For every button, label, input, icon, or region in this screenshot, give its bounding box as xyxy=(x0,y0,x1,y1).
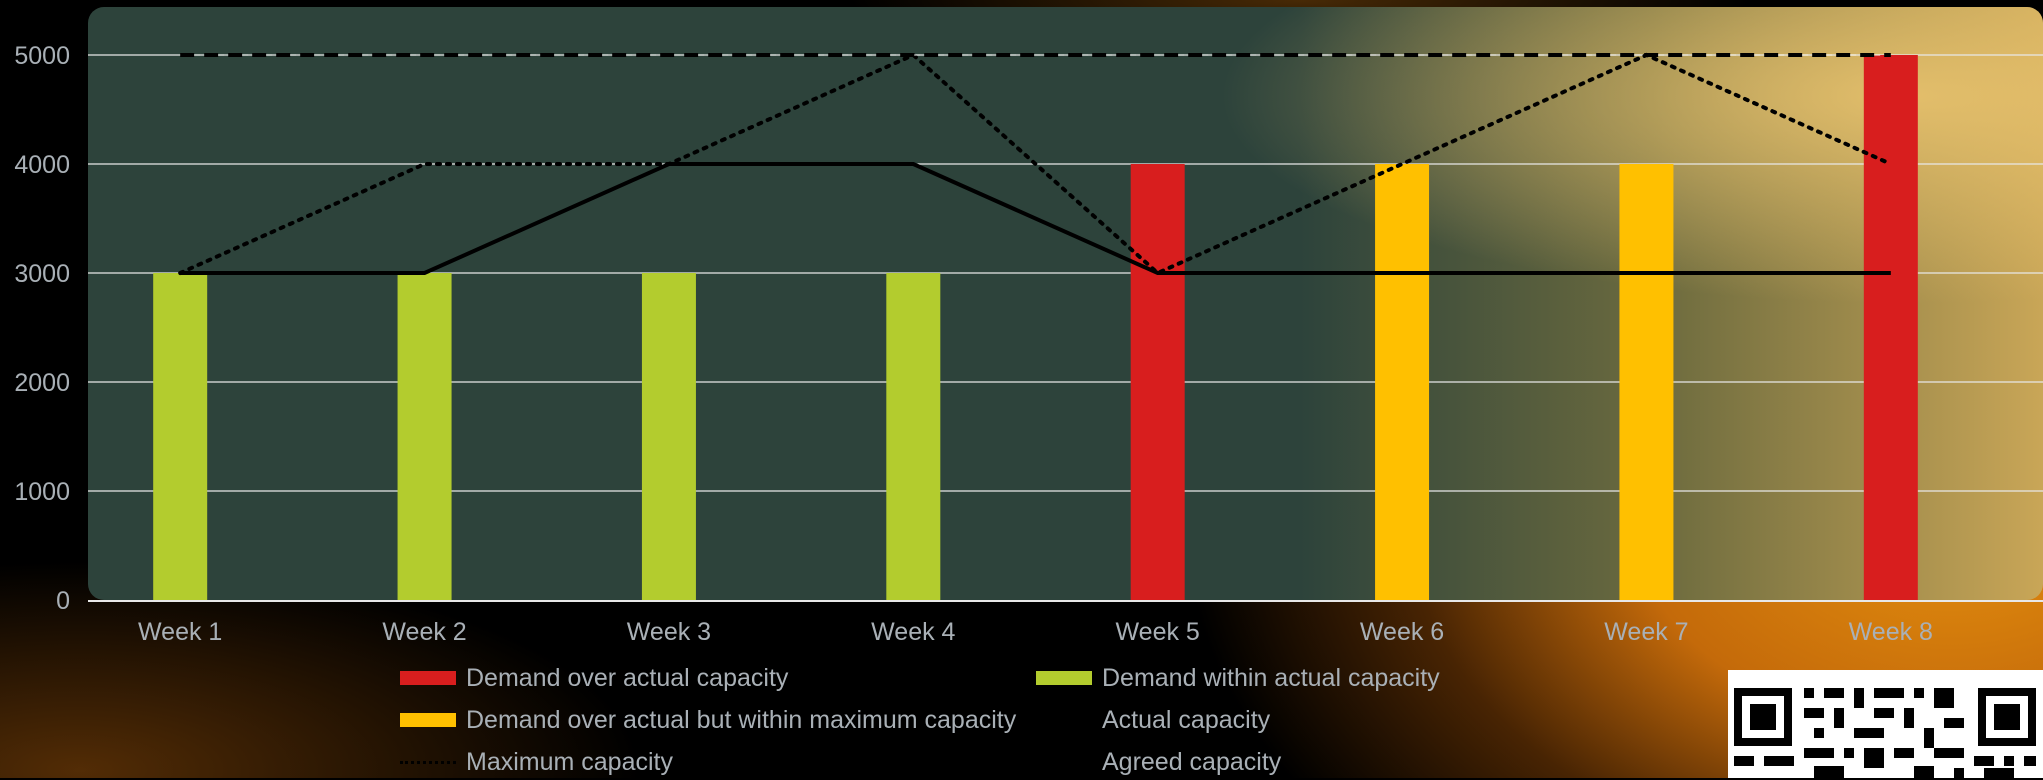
legend-line-agreed-capacity xyxy=(1036,761,1092,764)
x-tick-label-week-6: Week 6 xyxy=(1360,618,1444,646)
legend-label-actual-capacity: Actual capacity xyxy=(1102,706,1270,735)
legend-swatch-demand-over-actual xyxy=(400,671,456,685)
legend-label-demand-over-actual-within-max: Demand over actual but within maximum ca… xyxy=(466,706,1016,735)
x-tick-label-week-2: Week 2 xyxy=(382,618,466,646)
plot-area-glow xyxy=(88,7,2043,600)
y-tick-label-3000: 3000 xyxy=(14,260,70,288)
x-tick-label-week-4: Week 4 xyxy=(871,618,955,646)
qr-code-icon xyxy=(1728,670,2043,778)
legend-label-demand-over-actual: Demand over actual capacity xyxy=(466,664,788,693)
y-tick-label-2000: 2000 xyxy=(14,369,70,397)
legend-item-demand-within-actual: Demand within actual capacity xyxy=(1036,660,1476,696)
x-tick-label-week-3: Week 3 xyxy=(627,618,711,646)
legend-label-agreed-capacity: Agreed capacity xyxy=(1102,748,1281,777)
x-tick-label-week-7: Week 7 xyxy=(1604,618,1688,646)
legend-line-actual-capacity xyxy=(1036,719,1092,722)
legend-label-maximum-capacity: Maximum capacity xyxy=(466,748,673,777)
y-tick-label-1000: 1000 xyxy=(14,478,70,506)
bar-week-5 xyxy=(1131,164,1185,600)
bar-week-6 xyxy=(1375,164,1429,600)
y-tick-label-4000: 4000 xyxy=(14,151,70,179)
legend-item-demand-over-actual: Demand over actual capacity xyxy=(400,660,1036,696)
legend-swatch-demand-within-actual xyxy=(1036,671,1092,685)
legend-item-agreed-capacity: Agreed capacity xyxy=(1036,744,1476,780)
legend-item-maximum-capacity: Maximum capacity xyxy=(400,744,1036,780)
legend-label-demand-within-actual: Demand within actual capacity xyxy=(1102,664,1440,693)
x-tick-label-week-5: Week 5 xyxy=(1116,618,1200,646)
bar-week-4 xyxy=(886,273,940,600)
y-tick-label-5000: 5000 xyxy=(14,42,70,70)
legend-item-actual-capacity: Actual capacity xyxy=(1036,702,1476,738)
bar-week-3 xyxy=(642,273,696,600)
y-tick-label-0: 0 xyxy=(56,587,70,615)
legend-item-demand-over-actual-within-max: Demand over actual but within maximum ca… xyxy=(400,702,1036,738)
bar-week-2 xyxy=(398,273,452,600)
bar-week-8 xyxy=(1864,55,1918,600)
x-tick-label-week-1: Week 1 xyxy=(138,618,222,646)
bar-week-7 xyxy=(1619,164,1673,600)
bar-week-1 xyxy=(153,273,207,600)
legend-swatch-demand-over-actual-within-max xyxy=(400,713,456,727)
x-tick-label-week-8: Week 8 xyxy=(1849,618,1933,646)
legend-line-maximum-capacity xyxy=(400,761,456,764)
chart-legend: Demand over actual capacity Demand withi… xyxy=(400,660,1480,780)
